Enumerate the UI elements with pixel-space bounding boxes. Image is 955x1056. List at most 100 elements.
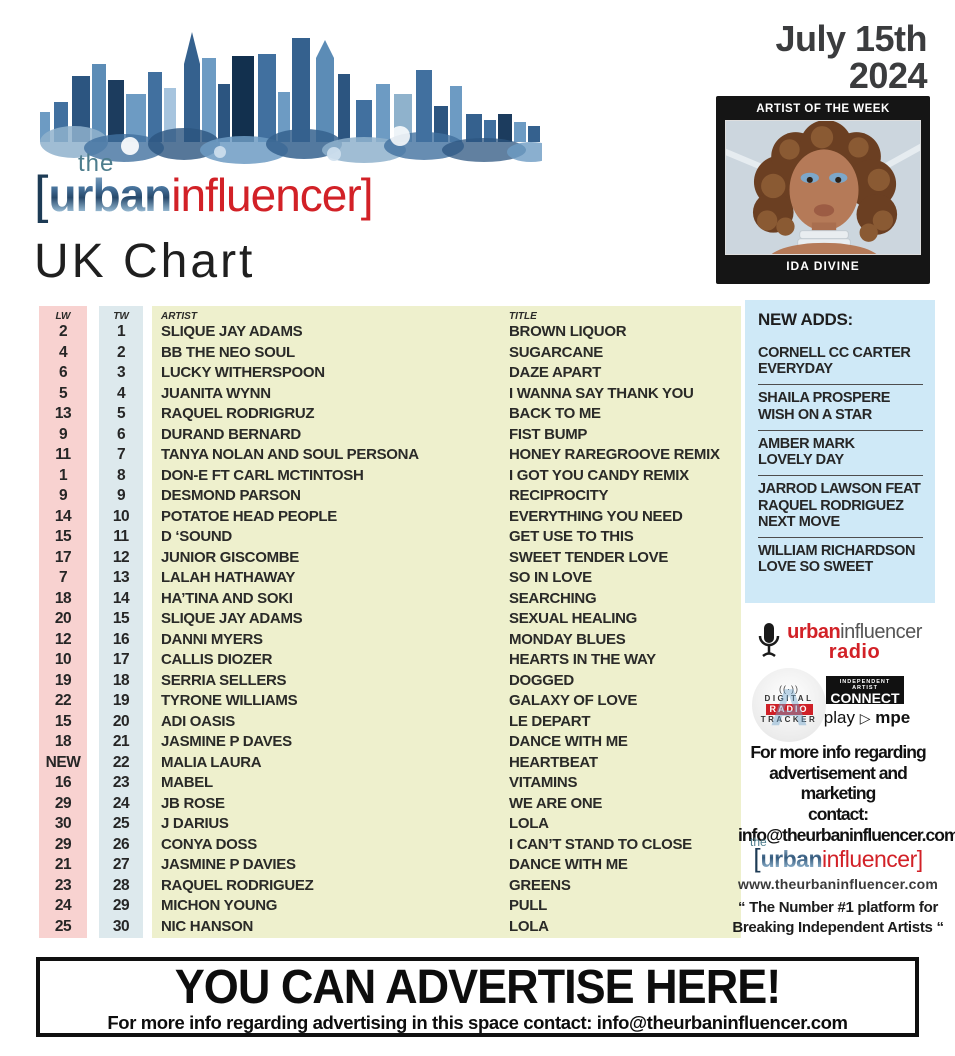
mini-logo-bracket: [ bbox=[753, 843, 761, 873]
last-week-list: 2 4 6 5 13 9 11 1 9 14 15 17 7 18 20 12 10 19 22 15 18 NEW 16 2… bbox=[39, 322, 87, 937]
radio-wordmark: urbaninfluencer radio bbox=[787, 621, 922, 664]
mini-logo-influencer: influencer] bbox=[822, 846, 923, 872]
last-week-value: 12 bbox=[54, 630, 72, 648]
artist-name: JASMINE P DAVES bbox=[161, 733, 292, 750]
microphone-icon bbox=[758, 623, 780, 658]
this-week-value: 23 bbox=[112, 774, 130, 791]
chart-date-line1: July 15th bbox=[775, 18, 927, 59]
this-week-value: 13 bbox=[112, 569, 130, 586]
advertise-banner: YOU CAN ADVERTISE HERE! For more info re… bbox=[36, 957, 919, 1037]
song-title: HEARTS IN THE WAY bbox=[509, 651, 656, 668]
song-title: DAZE APART bbox=[509, 364, 601, 381]
song-title: LOLA bbox=[509, 917, 549, 935]
song-title: BACK TO ME bbox=[509, 405, 601, 422]
platform-quote: “ The Number #1 platform for Breaking In… bbox=[732, 899, 944, 936]
last-week-value: 9 bbox=[58, 487, 68, 504]
this-week-value: 19 bbox=[112, 692, 130, 709]
artist-of-week-card: ARTIST OF THE WEEK bbox=[716, 96, 930, 284]
artist-name: MABEL bbox=[161, 774, 213, 791]
new-add-item: CORNELL CC CARTER EVERYDAY bbox=[758, 340, 923, 384]
song-title: GET USE TO THIS bbox=[509, 528, 634, 545]
last-week-value: 25 bbox=[54, 917, 72, 935]
artist-of-week-photo bbox=[725, 120, 921, 255]
song-title: LE DEPART bbox=[509, 712, 591, 730]
artist-name: SLIQUE JAY ADAMS bbox=[161, 610, 303, 627]
new-add-item: JARROD LAWSON FEAT RAQUEL RODRIGUEZ NEXT… bbox=[758, 475, 923, 537]
song-title: HEARTBEAT bbox=[509, 753, 598, 771]
last-week-value: 9 bbox=[58, 425, 68, 443]
chart-main-panel: ARTIST SLIQUE JAY ADAMS BB THE NEO SOUL LU… bbox=[152, 306, 741, 938]
last-week-value: 5 bbox=[58, 384, 68, 402]
this-week-value: 16 bbox=[112, 630, 130, 648]
drt-radio: RADIO bbox=[765, 703, 813, 716]
this-week-value: 5 bbox=[116, 405, 126, 422]
mini-logo-urban: urban bbox=[760, 846, 823, 872]
last-week-value: 19 bbox=[54, 671, 72, 689]
last-week-value: 16 bbox=[54, 774, 72, 791]
artist-of-week-name: IDA DIVINE bbox=[786, 259, 860, 273]
advertise-contact-line[interactable]: For more info regarding advertising in t… bbox=[107, 1011, 848, 1033]
new-adds-list: CORNELL CC CARTER EVERYDAY SHAILA PROSPE… bbox=[758, 340, 923, 583]
last-week-value: NEW bbox=[45, 753, 81, 771]
page-title: UK Chart bbox=[34, 235, 256, 288]
this-week-value: 20 bbox=[112, 712, 130, 730]
radio-urban: urban bbox=[787, 620, 841, 643]
artist-name: RAQUEL RODRIGRUZ bbox=[161, 405, 315, 422]
last-week-value: 10 bbox=[54, 651, 72, 668]
this-week-value: 24 bbox=[112, 794, 130, 812]
last-week-value: 11 bbox=[55, 446, 71, 463]
last-week-value: 2 bbox=[58, 323, 68, 340]
plaympe-play: play bbox=[823, 708, 855, 727]
last-week-value: 30 bbox=[54, 815, 72, 832]
song-title: BROWN LIQUOR bbox=[509, 323, 627, 340]
last-week-value: 7 bbox=[58, 569, 68, 586]
song-title: DOGGED bbox=[509, 671, 574, 689]
play-mpe-logo: play ▷ mpe bbox=[822, 708, 912, 728]
artist-name: DESMOND PARSON bbox=[161, 487, 301, 504]
song-title: HONEY RAREGROOVE REMIX bbox=[509, 446, 720, 463]
song-title: LOLA bbox=[509, 815, 549, 832]
artist-photo-illustration bbox=[726, 121, 920, 254]
new-add-text: JARROD LAWSON FEAT RAQUEL RODRIGUEZ NEXT… bbox=[758, 481, 921, 530]
artist-list: SLIQUE JAY ADAMS BB THE NEO SOUL LUCKY WIT… bbox=[152, 322, 741, 937]
last-week-value: 17 bbox=[54, 548, 72, 566]
this-week-value: 18 bbox=[112, 671, 130, 689]
song-title: SO IN LOVE bbox=[509, 569, 592, 586]
this-week-value: 8 bbox=[116, 466, 126, 484]
artist-name: CALLIS DIOZER bbox=[161, 651, 273, 668]
artist-name: TYRONE WILLIAMS bbox=[161, 692, 298, 709]
artist-header: ARTIST bbox=[161, 311, 197, 322]
new-adds-heading: NEW ADDS: bbox=[758, 310, 853, 329]
artist-name: CONYA DOSS bbox=[161, 835, 257, 853]
mini-logo-the: the bbox=[750, 835, 767, 849]
this-week-value: 29 bbox=[112, 897, 130, 914]
this-week-value: 27 bbox=[112, 856, 130, 873]
new-add-text: CORNELL CC CARTER EVERYDAY bbox=[758, 345, 911, 378]
chart-date: July 15th 2024 bbox=[775, 20, 927, 95]
this-week-value: 25 bbox=[112, 815, 130, 832]
this-week-value: 21 bbox=[112, 733, 130, 750]
song-title: EVERYTHING YOU NEED bbox=[509, 507, 683, 525]
connect-line1: INDEPENDENT ARTIST bbox=[839, 679, 891, 691]
artist-name: POTATOE HEAD PEOPLE bbox=[161, 507, 337, 525]
this-week-value: 15 bbox=[112, 610, 130, 627]
last-week-value: 15 bbox=[54, 528, 72, 545]
this-week-value: 14 bbox=[112, 589, 130, 607]
logo-urban: urban bbox=[48, 169, 172, 221]
website-url[interactable]: www.theurbaninfluencer.com bbox=[738, 876, 938, 892]
mini-urban-influencer-logo: the [urbaninfluencer] bbox=[736, 835, 940, 874]
artist-of-week-label: ARTIST OF THE WEEK bbox=[756, 103, 890, 115]
song-title: RECIPROCITY bbox=[509, 487, 609, 504]
artist-name: LALAH HATHAWAY bbox=[161, 569, 296, 586]
last-week-value: 18 bbox=[54, 589, 72, 607]
this-week-value: 7 bbox=[116, 446, 126, 463]
last-week-value: 24 bbox=[54, 897, 72, 914]
this-week-value: 9 bbox=[116, 487, 126, 504]
this-week-value: 17 bbox=[112, 651, 130, 668]
artist-name: DANNI MYERS bbox=[161, 630, 263, 648]
last-week-value: 23 bbox=[54, 876, 72, 894]
advertising-contact-text[interactable]: For more info regarding advertisement an… bbox=[738, 742, 955, 845]
title-list: BROWN LIQUOR SUGARCANE DAZE APART I WANNA S… bbox=[509, 322, 739, 937]
logo-influencer: influencer] bbox=[171, 169, 373, 221]
chart-date-line2: 2024 bbox=[848, 55, 928, 97]
